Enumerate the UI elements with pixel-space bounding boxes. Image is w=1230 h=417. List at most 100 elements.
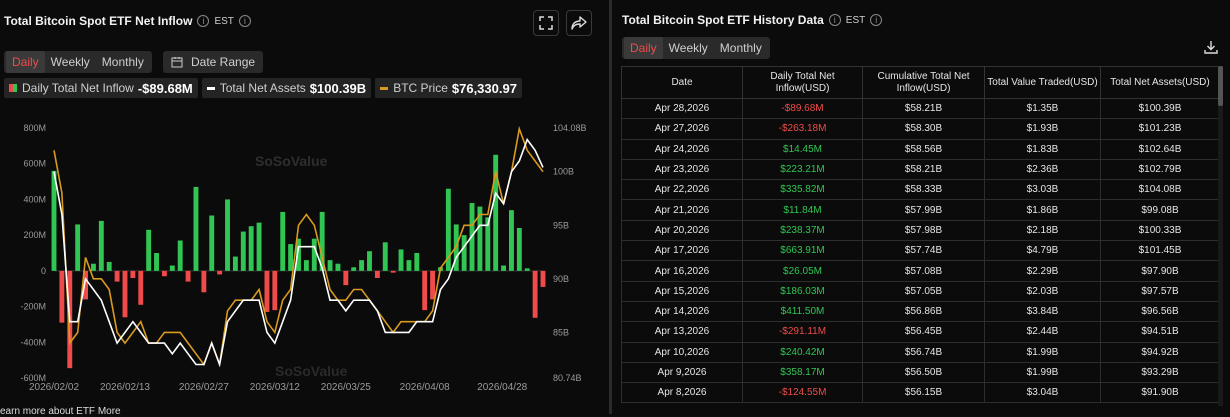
table-row[interactable]: Apr 10,2026 $240.42M $56.74B $1.99B $94.92B bbox=[620, 341, 1221, 363]
column-header[interactable]: Total Net Assets(USD) bbox=[1099, 66, 1221, 99]
inflow-bar bbox=[177, 240, 183, 271]
inflow-bar bbox=[327, 260, 333, 271]
table-row[interactable]: Apr 23,2026 $223.21M $58.21B $2.36B $102.79B bbox=[620, 158, 1221, 181]
table-cell-date: Apr 14,2026 bbox=[620, 300, 744, 323]
table-cell-assets: $104.08B bbox=[1099, 179, 1221, 201]
tab-weekly[interactable]: Weekly bbox=[50, 55, 90, 69]
y-left-tick-label: 0 bbox=[41, 266, 46, 276]
expand-icon bbox=[539, 16, 553, 30]
inflow-chart[interactable]: SoSoValue SoSoValue 800M 600M 400M 200M 0 -200M… bbox=[0, 106, 609, 406]
share-button[interactable] bbox=[566, 10, 592, 36]
inflow-bar bbox=[146, 229, 152, 271]
column-header[interactable]: Daily Total Net Inflow(USD) bbox=[742, 66, 864, 99]
watermark: SoSoValue bbox=[275, 363, 348, 379]
table-row[interactable]: Apr 15,2026 $186.03M $57.05B $2.03B $97.57B bbox=[620, 280, 1221, 302]
table-cell-assets: $99.08B bbox=[1099, 199, 1221, 221]
x-tick-label: 2026/02/02 bbox=[29, 382, 79, 393]
column-header[interactable]: Total Value Traded(USD) bbox=[984, 66, 1101, 99]
inflow-bar bbox=[390, 270, 396, 273]
legend-item-assets[interactable]: Total Net Assets $100.39B bbox=[201, 78, 372, 98]
table-row[interactable]: Apr 16,2026 $26.05M $57.08B $2.29B $97.90B bbox=[620, 260, 1221, 282]
table-cell-inflow: $238.37M bbox=[742, 219, 864, 242]
table-row[interactable]: Apr 13,2026 -$291.11M $56.45B $2.44B $94.51B bbox=[620, 321, 1221, 343]
column-header[interactable]: Date bbox=[620, 66, 744, 99]
legend-label: Total Net Assets bbox=[219, 81, 306, 95]
tab-weekly[interactable]: Weekly bbox=[668, 41, 708, 55]
y-left-tick-label: 800M bbox=[23, 123, 46, 133]
table-row[interactable]: Apr 20,2026 $238.37M $57.98B $2.18B $100.33B bbox=[620, 219, 1221, 242]
inflow-bar bbox=[382, 242, 388, 271]
table-cell-traded: $3.03B bbox=[984, 179, 1101, 201]
inflow-bar bbox=[98, 220, 104, 271]
table-row[interactable]: Apr 27,2026 -$263.18M $58.30B $1.93B $101.23… bbox=[620, 118, 1221, 140]
table-row[interactable]: Apr 14,2026 $411.50M $56.86B $3.84B $96.56B bbox=[620, 300, 1221, 323]
history-period-tabs: Daily Weekly Monthly bbox=[622, 37, 770, 59]
assets-swatch-icon bbox=[206, 86, 215, 90]
inflow-bar bbox=[161, 270, 167, 277]
inflow-bar bbox=[209, 215, 215, 271]
table-cell-assets: $101.23B bbox=[1099, 118, 1221, 140]
table-cell-cumulative: $57.74B bbox=[862, 240, 986, 262]
table-scroll-thumb[interactable] bbox=[1218, 66, 1223, 106]
legend-item-inflow[interactable]: Daily Total Net Inflow -$89.68M bbox=[4, 78, 198, 98]
download-button[interactable] bbox=[1204, 40, 1218, 59]
learn-more-link[interactable]: earn more about ETF More bbox=[0, 406, 121, 417]
table-row[interactable]: Apr 9,2026 $358.17M $56.50B $1.99B $93.29B bbox=[620, 361, 1221, 384]
chart-legend: Daily Total Net Inflow -$89.68M Total Net… bbox=[4, 78, 522, 98]
info-icon[interactable]: i bbox=[197, 15, 210, 27]
tab-daily[interactable]: Daily bbox=[6, 51, 45, 73]
y-left-tick-label: -400M bbox=[20, 337, 46, 347]
table-cell-inflow: $11.84M bbox=[742, 199, 864, 221]
inflow-bar bbox=[422, 270, 428, 311]
table-cell-cumulative: $58.30B bbox=[862, 118, 986, 140]
tab-monthly[interactable]: Monthly bbox=[719, 41, 762, 55]
period-tabs: Daily Weekly Monthly bbox=[4, 51, 152, 73]
fullscreen-button[interactable] bbox=[533, 10, 559, 36]
y-left-tick-label: 400M bbox=[23, 194, 46, 204]
table-cell-traded: $2.29B bbox=[984, 260, 1101, 282]
column-header[interactable]: Cumulative Total Net Inflow(USD) bbox=[862, 66, 986, 99]
table-cell-traded: $2.18B bbox=[984, 219, 1101, 242]
table-row[interactable]: Apr 21,2026 $11.84M $57.99B $1.86B $99.08B bbox=[620, 199, 1221, 221]
timezone-label: EST bbox=[845, 14, 866, 26]
table-row[interactable]: Apr 28,2026 -$89.68M $58.21B $1.35B $100.39B bbox=[620, 97, 1221, 120]
date-range-button[interactable]: Date Range bbox=[163, 51, 264, 73]
table-cell-date: Apr 20,2026 bbox=[620, 219, 744, 242]
timezone-info-icon[interactable]: i bbox=[238, 15, 251, 27]
inflow-bar bbox=[59, 270, 65, 323]
table-cell-date: Apr 21,2026 bbox=[620, 199, 744, 221]
table-cell-inflow: $186.03M bbox=[742, 280, 864, 302]
table-row[interactable]: Apr 24,2026 $14.45M $58.56B $1.83B $102.64B bbox=[620, 138, 1221, 160]
chart-title: Total Bitcoin Spot ETF Net Inflow bbox=[4, 14, 193, 28]
info-icon[interactable]: i bbox=[828, 14, 841, 26]
table-scrollbar[interactable] bbox=[1218, 66, 1223, 406]
tab-monthly[interactable]: Monthly bbox=[101, 55, 144, 69]
y-right-tick-label: 100B bbox=[553, 167, 574, 177]
legend-value: $76,330.97 bbox=[451, 80, 517, 96]
inflow-bar bbox=[414, 253, 420, 271]
table-cell-traded: $1.93B bbox=[984, 118, 1101, 140]
inflow-bar bbox=[374, 270, 380, 278]
table-cell-inflow: $411.50M bbox=[742, 300, 864, 323]
table-row[interactable]: Apr 22,2026 $335.82M $58.33B $3.03B $104.08B bbox=[620, 179, 1221, 201]
y-right-tick-label: 95B bbox=[553, 220, 569, 230]
legend-item-btc[interactable]: BTC Price $76,330.97 bbox=[375, 78, 522, 98]
table-row[interactable]: Apr 17,2026 $663.91M $57.74B $4.79B $101.45B bbox=[620, 240, 1221, 262]
history-title: Total Bitcoin Spot ETF History Data i ES… bbox=[622, 13, 883, 27]
tab-daily[interactable]: Daily bbox=[624, 37, 663, 59]
table-header-row: Date Daily Total Net Inflow(USD) Cumulat… bbox=[620, 66, 1221, 99]
timezone-info-icon[interactable]: i bbox=[870, 14, 883, 26]
inflow-bar bbox=[201, 270, 207, 293]
table-cell-date: Apr 13,2026 bbox=[620, 321, 744, 343]
table-cell-inflow: $223.21M bbox=[742, 158, 864, 181]
y-right-tick-label: 104.08B bbox=[553, 123, 587, 133]
inflow-bar bbox=[398, 249, 404, 271]
x-tick-label: 2026/03/25 bbox=[321, 382, 371, 393]
table-cell-inflow: $663.91M bbox=[742, 240, 864, 262]
inflow-bar bbox=[114, 270, 120, 282]
table-row[interactable]: Apr 8,2026 -$124.55M $56.15B $3.04B $91.90B bbox=[620, 382, 1221, 404]
inflow-bar bbox=[406, 260, 412, 271]
inflow-bar bbox=[225, 199, 230, 271]
table-cell-date: Apr 24,2026 bbox=[620, 138, 744, 160]
y-right-tick-label: 85B bbox=[553, 327, 569, 337]
